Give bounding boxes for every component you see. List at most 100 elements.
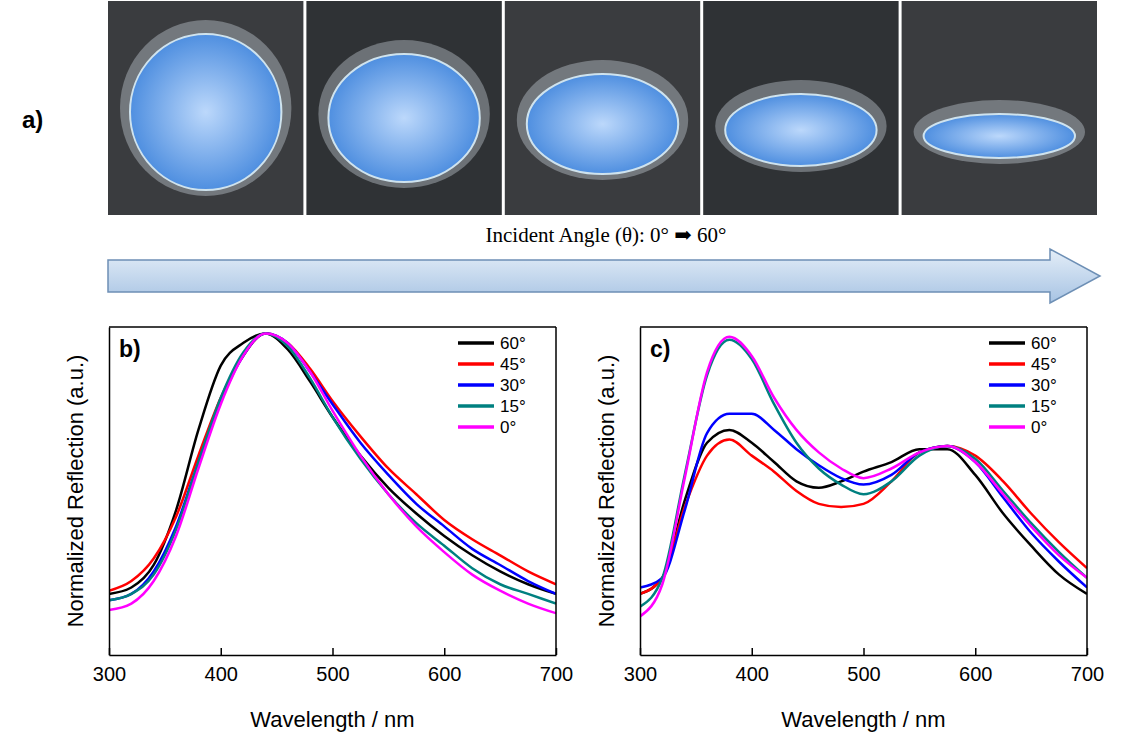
- legend-swatch: [458, 383, 494, 387]
- tick: 700: [540, 648, 573, 685]
- legend-entry: 15°: [458, 397, 526, 416]
- x-axis-title: Wavelength / nm: [250, 707, 414, 732]
- legend-label: 30°: [1031, 376, 1057, 395]
- legend-label: 45°: [500, 355, 526, 374]
- tick: 400: [205, 648, 238, 685]
- legend-entry: 15°: [989, 397, 1057, 416]
- legend-swatch: [458, 404, 494, 408]
- tick-label: 300: [624, 663, 657, 685]
- photo-background: [902, 1, 1097, 215]
- panel-label: b): [119, 336, 141, 362]
- legend-swatch: [989, 341, 1025, 345]
- legend-swatch: [989, 425, 1025, 429]
- tick-mark: [444, 648, 446, 655]
- legend-entry: 60°: [458, 334, 526, 353]
- tick-label: 600: [428, 663, 461, 685]
- legend-label: 0°: [1031, 418, 1047, 437]
- tick-mark: [332, 648, 334, 655]
- legend-entry: 45°: [458, 355, 526, 374]
- legend-entry: 30°: [989, 376, 1057, 395]
- x-axis: 300 400 500 600 700: [624, 648, 1104, 685]
- legend-entry: 30°: [458, 376, 526, 395]
- legend-entry: 60°: [989, 334, 1057, 353]
- tick-mark: [863, 648, 865, 655]
- tick-label: 700: [540, 663, 573, 685]
- frame: [109, 326, 556, 328]
- legend-label: 60°: [1031, 334, 1057, 353]
- legend: 60° 45° 30° 15° 0°: [458, 334, 526, 437]
- arrow: [108, 249, 1100, 303]
- dish-rim: [914, 100, 1085, 164]
- frame: [555, 327, 557, 655]
- legend-swatch: [989, 362, 1025, 366]
- axis-line: [109, 328, 111, 656]
- dish-rim: [120, 20, 291, 196]
- series-line: [109, 333, 556, 603]
- photo-background: [703, 1, 898, 215]
- tick: 600: [959, 648, 992, 685]
- legend: 60° 45° 30° 15° 0°: [989, 334, 1057, 437]
- photo: [902, 1, 1097, 215]
- legend-swatch: [989, 383, 1025, 387]
- photo: [108, 1, 303, 215]
- tick-mark: [1087, 648, 1089, 655]
- legend-swatch: [458, 425, 494, 429]
- photo-background: [306, 1, 501, 215]
- tick: 500: [316, 648, 349, 685]
- photo: [505, 1, 700, 215]
- panel-label: a): [22, 106, 43, 133]
- legend-swatch: [989, 404, 1025, 408]
- dish: [527, 74, 678, 174]
- photo: [703, 1, 898, 215]
- series-line: [109, 333, 556, 590]
- plot-area: [640, 337, 1087, 617]
- photo: [306, 1, 501, 215]
- plot-area: [109, 333, 556, 613]
- dish: [328, 54, 479, 182]
- photo-background: [505, 1, 700, 215]
- legend-label: 45°: [1031, 355, 1057, 374]
- x-axis-title: Wavelength / nm: [781, 707, 945, 732]
- chart: 300 400 500 600 700 Wavelength / nm Normalized…: [594, 327, 1104, 732]
- y-axis: [109, 328, 110, 656]
- y-axis-title: Normalized Reflection (a.u.): [63, 355, 88, 628]
- caption: Incident Angle (θ): 0° ➡ 60°: [486, 223, 727, 247]
- tick-label: 700: [1071, 663, 1104, 685]
- tick: 500: [847, 648, 880, 685]
- legend-entry: 0°: [989, 418, 1047, 437]
- legend-label: 15°: [500, 397, 526, 416]
- dish-rim: [715, 80, 886, 172]
- tick-mark: [752, 648, 754, 655]
- dish: [924, 114, 1075, 158]
- series-line: [640, 340, 1087, 607]
- legend-swatch: [458, 341, 494, 345]
- tick-mark: [556, 648, 558, 655]
- panel-label: c): [650, 336, 670, 362]
- legend-label: 60°: [500, 334, 526, 353]
- photo-background: [108, 1, 303, 215]
- tick: 400: [736, 648, 769, 685]
- tick-label: 500: [847, 663, 880, 685]
- tick-mark: [221, 648, 223, 655]
- legend-label: 15°: [1031, 397, 1057, 416]
- tick: 600: [428, 648, 461, 685]
- chart: 300 400 500 600 700 Wavelength / nm Normalized…: [63, 327, 573, 732]
- tick-label: 400: [736, 663, 769, 685]
- series-line: [640, 414, 1087, 588]
- tick-label: 500: [316, 663, 349, 685]
- tick-label: 300: [93, 663, 126, 685]
- tick: 700: [1071, 648, 1104, 685]
- legend-entry: 45°: [989, 355, 1057, 374]
- series-line: [109, 333, 556, 593]
- legend-swatch: [458, 362, 494, 366]
- legend-entry: 0°: [458, 418, 516, 437]
- y-axis-title: Normalized Reflection (a.u.): [594, 355, 619, 628]
- tick-mark: [975, 648, 977, 655]
- y-axis: [640, 328, 641, 656]
- legend-label: 0°: [500, 418, 516, 437]
- tick-label: 600: [959, 663, 992, 685]
- frame: [640, 326, 1087, 328]
- figure: a) Incident Angle (θ): 0° ➡ 60° 300 400 500 6…: [0, 0, 1137, 749]
- dish-rim: [517, 60, 688, 180]
- dish: [130, 34, 281, 190]
